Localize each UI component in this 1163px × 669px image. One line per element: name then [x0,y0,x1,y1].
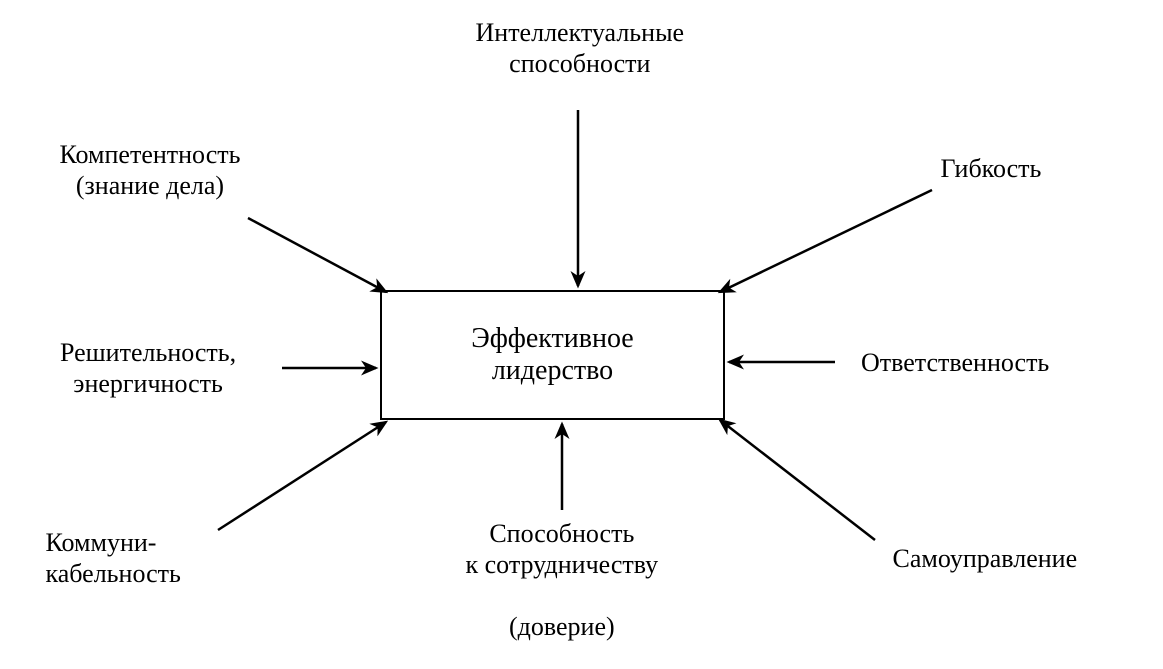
center-node-label: Эффективное лидерство [471,323,633,387]
node-top: Интеллектуальные способности [476,17,685,79]
arrow-bottom_left [218,422,386,530]
node-top-right: Гибкость [941,153,1042,184]
node-bottom-right: Самоуправление [893,543,1078,574]
node-top-left: Компетентность (знание дела) [60,139,241,201]
node-mid-right: Ответственность [861,347,1049,378]
arrow-top_left [248,218,386,292]
arrow-top_right [720,190,932,292]
node-bottom-left: Коммуни- кабельность [46,527,181,589]
arrow-bottom_right [720,420,875,540]
node-mid-left: Решительность, энергичность [60,337,236,399]
node-bottom: Способность к сотрудничеству (доверие) [466,518,659,643]
center-node: Эффективное лидерство [380,290,725,420]
